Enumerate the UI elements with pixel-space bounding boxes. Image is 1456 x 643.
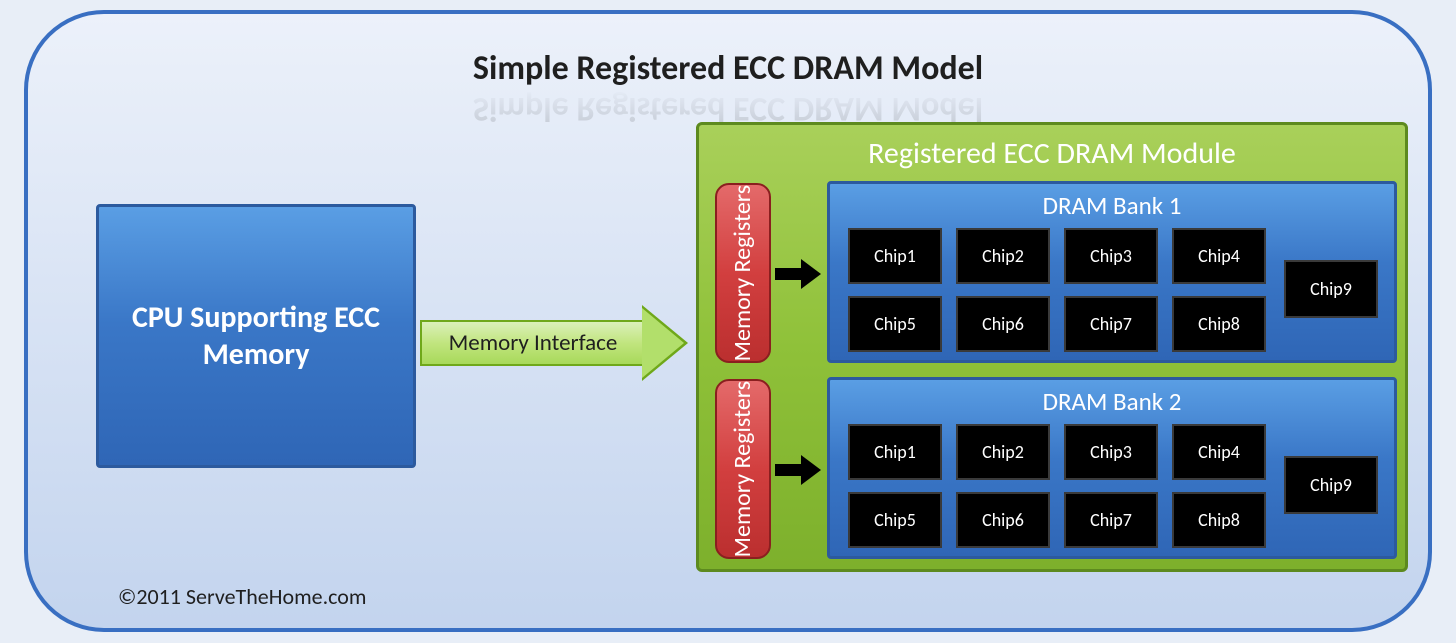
bank1-chip4: Chip4 bbox=[1172, 228, 1266, 284]
dram-bank-2: DRAM Bank 2 Chip1 Chip2 Chip3 Chip4 Chip… bbox=[827, 377, 1397, 559]
diagram-frame: Simple Registered ECC DRAM Model Simple … bbox=[24, 10, 1432, 632]
bank1-chip8: Chip8 bbox=[1172, 296, 1266, 352]
arrow-shaft: Memory Interface bbox=[420, 320, 644, 366]
memory-register-2-label: Memory Registers bbox=[730, 381, 756, 558]
bank2-chip1: Chip1 bbox=[848, 424, 942, 480]
bank2-chip7: Chip7 bbox=[1064, 492, 1158, 548]
bank1-chip2: Chip2 bbox=[956, 228, 1050, 284]
memory-register-2: Memory Registers bbox=[715, 379, 771, 559]
memory-register-1: Memory Registers bbox=[715, 183, 771, 363]
bank1-chip9: Chip9 bbox=[1284, 260, 1378, 318]
bank1-chip6: Chip6 bbox=[956, 296, 1050, 352]
bank2-chip2: Chip2 bbox=[956, 424, 1050, 480]
copyright-text: ©2011 ServeTheHome.com bbox=[118, 583, 366, 610]
bank1-chip1: Chip1 bbox=[848, 228, 942, 284]
bank2-chip5: Chip5 bbox=[848, 492, 942, 548]
dram-bank-1-title: DRAM Bank 1 bbox=[830, 190, 1394, 221]
dram-bank-2-title: DRAM Bank 2 bbox=[830, 386, 1394, 417]
bank2-chip3: Chip3 bbox=[1064, 424, 1158, 480]
bank2-chip9: Chip9 bbox=[1284, 456, 1378, 514]
bank2-chip4: Chip4 bbox=[1172, 424, 1266, 480]
memory-register-1-label: Memory Registers bbox=[730, 185, 756, 362]
bank1-chip3: Chip3 bbox=[1064, 228, 1158, 284]
arrow-label: Memory Interface bbox=[449, 329, 618, 357]
bank1-chip5: Chip5 bbox=[848, 296, 942, 352]
memory-interface-arrow: Memory Interface bbox=[420, 308, 690, 378]
bank1-chip7: Chip7 bbox=[1064, 296, 1158, 352]
dram-module: Registered ECC DRAM Module Memory Regist… bbox=[696, 122, 1408, 572]
module-title: Registered ECC DRAM Module bbox=[699, 135, 1405, 172]
cpu-label: CPU Supporting ECC Memory bbox=[119, 299, 393, 374]
arrow-head bbox=[642, 308, 684, 378]
bank2-chip8: Chip8 bbox=[1172, 492, 1266, 548]
diagram-title: Simple Registered ECC DRAM Model bbox=[28, 48, 1428, 89]
dram-bank-1: DRAM Bank 1 Chip1 Chip2 Chip3 Chip4 Chip… bbox=[827, 181, 1397, 363]
cpu-box: CPU Supporting ECC Memory bbox=[96, 204, 416, 468]
bank2-chip6: Chip6 bbox=[956, 492, 1050, 548]
register-arrow-1 bbox=[775, 259, 821, 289]
register-arrow-2 bbox=[775, 455, 821, 485]
